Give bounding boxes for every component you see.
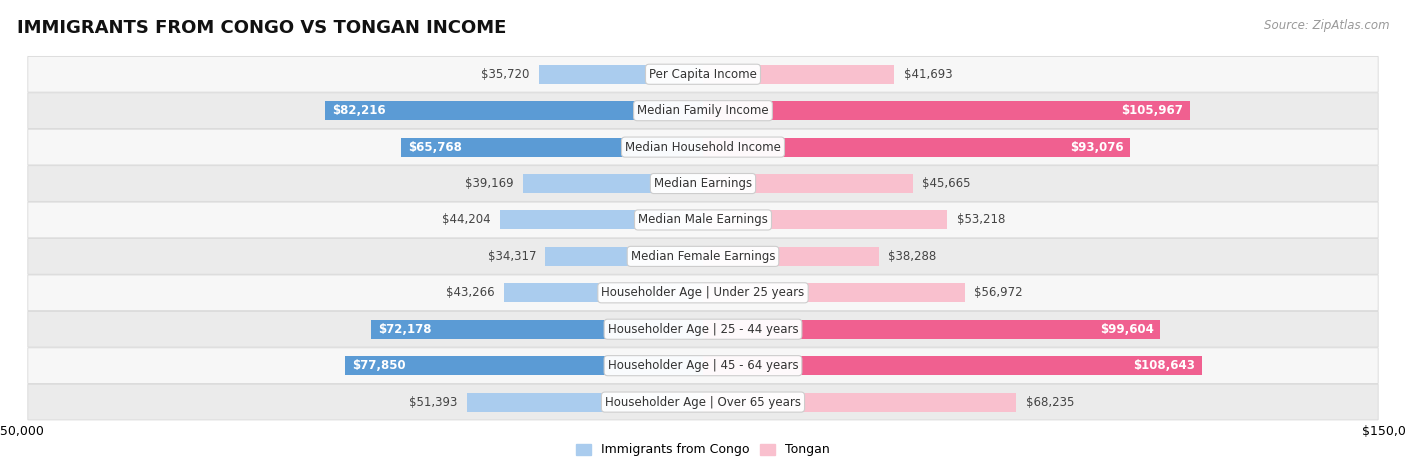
Bar xyxy=(401,138,703,156)
FancyBboxPatch shape xyxy=(28,275,1378,311)
Text: Median Female Earnings: Median Female Earnings xyxy=(631,250,775,263)
FancyBboxPatch shape xyxy=(28,202,1378,238)
FancyBboxPatch shape xyxy=(28,129,1378,165)
Bar xyxy=(467,393,703,411)
Text: $44,204: $44,204 xyxy=(441,213,491,226)
FancyBboxPatch shape xyxy=(28,311,1378,347)
Bar xyxy=(703,320,1160,339)
Bar xyxy=(538,65,703,84)
Text: Median Earnings: Median Earnings xyxy=(654,177,752,190)
Bar xyxy=(501,211,703,229)
Text: Median Household Income: Median Household Income xyxy=(626,141,780,154)
Text: Householder Age | Over 65 years: Householder Age | Over 65 years xyxy=(605,396,801,409)
Bar xyxy=(703,101,1189,120)
Text: $72,178: $72,178 xyxy=(378,323,432,336)
Text: $51,393: $51,393 xyxy=(409,396,458,409)
Text: $99,604: $99,604 xyxy=(1099,323,1153,336)
FancyBboxPatch shape xyxy=(28,239,1378,274)
Text: Per Capita Income: Per Capita Income xyxy=(650,68,756,81)
Bar xyxy=(505,283,703,302)
FancyBboxPatch shape xyxy=(28,384,1378,420)
Text: Householder Age | 45 - 64 years: Householder Age | 45 - 64 years xyxy=(607,359,799,372)
Text: $38,288: $38,288 xyxy=(889,250,936,263)
Bar xyxy=(325,101,703,120)
FancyBboxPatch shape xyxy=(28,93,1378,128)
Text: $56,972: $56,972 xyxy=(974,286,1022,299)
Text: $82,216: $82,216 xyxy=(332,104,385,117)
FancyBboxPatch shape xyxy=(28,348,1378,383)
Text: $35,720: $35,720 xyxy=(481,68,530,81)
Text: $43,266: $43,266 xyxy=(447,286,495,299)
Bar xyxy=(371,320,703,339)
Bar xyxy=(703,138,1130,156)
Legend: Immigrants from Congo, Tongan: Immigrants from Congo, Tongan xyxy=(571,439,835,461)
Text: $41,693: $41,693 xyxy=(904,68,952,81)
Bar xyxy=(346,356,703,375)
Text: Source: ZipAtlas.com: Source: ZipAtlas.com xyxy=(1264,19,1389,32)
FancyBboxPatch shape xyxy=(28,166,1378,201)
Bar xyxy=(703,65,894,84)
Text: Householder Age | Under 25 years: Householder Age | Under 25 years xyxy=(602,286,804,299)
Text: Householder Age | 25 - 44 years: Householder Age | 25 - 44 years xyxy=(607,323,799,336)
FancyBboxPatch shape xyxy=(28,57,1378,92)
Bar xyxy=(703,211,948,229)
Text: $34,317: $34,317 xyxy=(488,250,536,263)
Text: $108,643: $108,643 xyxy=(1133,359,1195,372)
Text: $68,235: $68,235 xyxy=(1025,396,1074,409)
Text: $93,076: $93,076 xyxy=(1070,141,1123,154)
Text: $45,665: $45,665 xyxy=(922,177,970,190)
Bar xyxy=(523,174,703,193)
Text: $53,218: $53,218 xyxy=(956,213,1005,226)
Text: IMMIGRANTS FROM CONGO VS TONGAN INCOME: IMMIGRANTS FROM CONGO VS TONGAN INCOME xyxy=(17,19,506,37)
Text: $39,169: $39,169 xyxy=(465,177,515,190)
Text: Median Male Earnings: Median Male Earnings xyxy=(638,213,768,226)
Text: $105,967: $105,967 xyxy=(1121,104,1182,117)
Bar xyxy=(546,247,703,266)
Bar xyxy=(703,356,1202,375)
Text: $77,850: $77,850 xyxy=(353,359,406,372)
Text: $65,768: $65,768 xyxy=(408,141,461,154)
Bar xyxy=(703,247,879,266)
Text: Median Family Income: Median Family Income xyxy=(637,104,769,117)
Bar xyxy=(703,283,965,302)
Bar xyxy=(703,393,1017,411)
Bar xyxy=(703,174,912,193)
